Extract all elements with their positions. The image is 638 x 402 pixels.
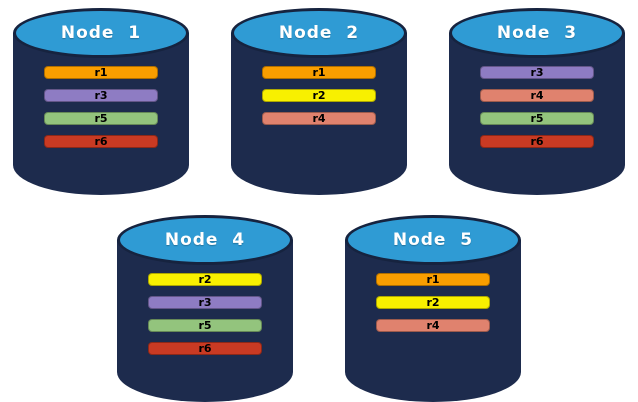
replica-label: r4 <box>426 319 440 332</box>
node-1-cylinder: Node 1 r1 r3 r5 r6 <box>13 8 189 195</box>
replica-bar: r3 <box>44 89 158 102</box>
node-label: Node 3 <box>496 23 578 43</box>
node-label: Node 2 <box>278 23 360 43</box>
replica-label: r1 <box>426 273 440 286</box>
replica-bar: r6 <box>480 135 594 148</box>
replica-bar: r2 <box>376 296 490 309</box>
replica-list: r1 r3 r5 r6 <box>13 66 189 148</box>
replica-label: r4 <box>530 89 544 102</box>
replica-bar: r6 <box>148 342 262 355</box>
node-3-cylinder: Node 3 r3 r4 r5 r6 <box>449 8 625 195</box>
cylinder-top: Node 2 <box>231 8 407 58</box>
node-row-bottom: Node 4 r2 r3 r5 r6 Node 5 r1 r2 r4 <box>0 215 638 402</box>
node-label: Node 5 <box>392 230 474 250</box>
replica-bar: r4 <box>376 319 490 332</box>
replica-bar: r1 <box>376 273 490 286</box>
node-row-top: Node 1 r1 r3 r5 r6 Node 2 r1 r2 r4 <box>0 0 638 195</box>
replica-label: r5 <box>198 319 212 332</box>
replica-bar: r1 <box>262 66 376 79</box>
replica-label: r6 <box>94 135 108 148</box>
replica-label: r2 <box>426 296 440 309</box>
replica-bar: r3 <box>148 296 262 309</box>
replica-label: r5 <box>94 112 108 125</box>
replica-label: r6 <box>530 135 544 148</box>
node-label: Node 1 <box>60 23 142 43</box>
replica-bar: r1 <box>44 66 158 79</box>
replica-bar: r2 <box>262 89 376 102</box>
replica-bar: r4 <box>262 112 376 125</box>
replica-list: r3 r4 r5 r6 <box>449 66 625 148</box>
replica-list: r1 r2 r4 <box>231 66 407 125</box>
replica-bar: r5 <box>44 112 158 125</box>
replica-bar: r2 <box>148 273 262 286</box>
replica-bar: r5 <box>480 112 594 125</box>
replica-label: r1 <box>312 66 326 79</box>
replica-label: r2 <box>312 89 326 102</box>
replica-label: r3 <box>530 66 544 79</box>
replica-bar: r5 <box>148 319 262 332</box>
replica-list: r1 r2 r4 <box>345 273 521 332</box>
cylinder-top: Node 5 <box>345 215 521 265</box>
replica-bar: r6 <box>44 135 158 148</box>
node-2-cylinder: Node 2 r1 r2 r4 <box>231 8 407 195</box>
node-label: Node 4 <box>164 230 246 250</box>
replica-list: r2 r3 r5 r6 <box>117 273 293 355</box>
replica-label: r5 <box>530 112 544 125</box>
cylinder-top: Node 1 <box>13 8 189 58</box>
replica-label: r4 <box>312 112 326 125</box>
replica-label: r3 <box>198 296 212 309</box>
replica-label: r3 <box>94 89 108 102</box>
replica-bar: r3 <box>480 66 594 79</box>
cylinder-top: Node 3 <box>449 8 625 58</box>
node-4-cylinder: Node 4 r2 r3 r5 r6 <box>117 215 293 402</box>
replica-bar: r4 <box>480 89 594 102</box>
replica-label: r1 <box>94 66 108 79</box>
replica-label: r6 <box>198 342 212 355</box>
cylinder-top: Node 4 <box>117 215 293 265</box>
replica-label: r2 <box>198 273 212 286</box>
node-5-cylinder: Node 5 r1 r2 r4 <box>345 215 521 402</box>
